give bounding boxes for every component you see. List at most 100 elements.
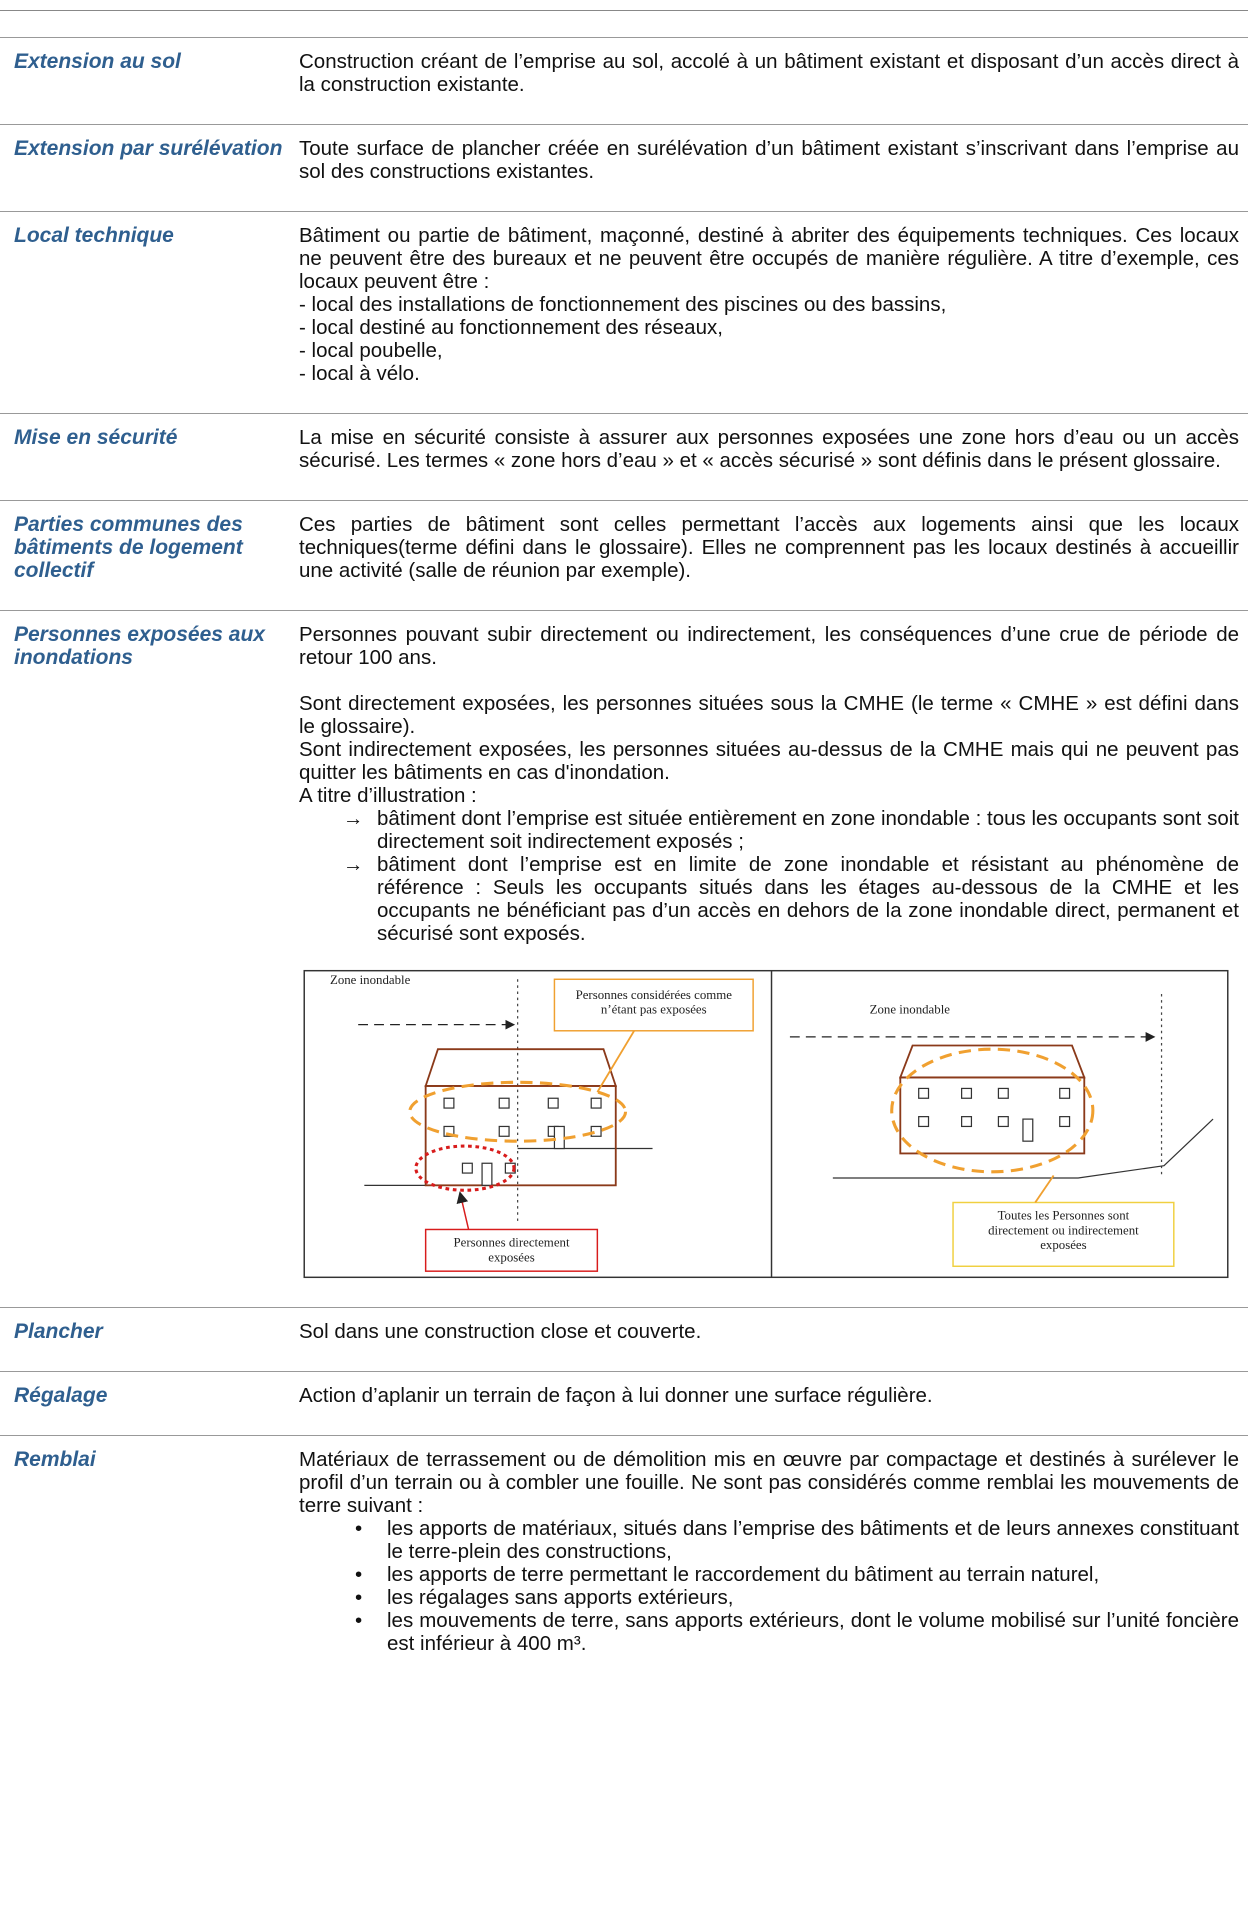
window (918, 1087, 930, 1099)
label-box (952, 1201, 1175, 1268)
window (1059, 1116, 1071, 1128)
paragraph-block: Construction créant de l’emprise au sol,… (299, 50, 1239, 96)
list-item: les régalages sans apports extérieurs, (299, 1586, 1239, 1609)
top-rule (0, 10, 1248, 37)
text-line: A titre d’illustration : (299, 784, 477, 807)
window (498, 1125, 510, 1137)
frame (303, 969, 1229, 1279)
paragraph-block: Toute surface de plancher créée en surél… (299, 137, 1239, 183)
figure-label: Personnes directement (453, 1236, 569, 1250)
glossary-row: Mise en sécurité La mise en sécurité cons… (0, 413, 1248, 500)
paragraph-block: Sol dans une construction close et couve… (299, 1320, 1239, 1343)
glossary-row: Remblai Matériaux de terrassement ou de d… (0, 1435, 1248, 1683)
pointer (596, 1030, 635, 1093)
pointer (1034, 1174, 1055, 1204)
all-exposed-zone (890, 1047, 1095, 1174)
figure-label: Toutes les Personnes sont (998, 1209, 1130, 1223)
definition: Ces parties de bâtiment sont celles perm… (299, 513, 1239, 582)
glossary-row: Extension au sol Construction créant de l… (0, 37, 1248, 124)
text-line: - local destiné au fonctionnement des ré… (299, 316, 723, 339)
right-panel: Zone inondable Toutes les Personnes sontd… (789, 993, 1214, 1268)
text-line: Sont directement exposées, les personnes… (299, 692, 1239, 738)
window (461, 1162, 473, 1174)
glossary-row: Régalage Action d’aplanir un terrain de f… (0, 1371, 1248, 1435)
list-item: les apports de terre permettant le racco… (299, 1563, 1239, 1586)
glossary-row: Parties communes des bâtiments de logeme… (0, 500, 1248, 610)
paragraph-block: Personnes pouvant subir directement ou i… (299, 623, 1239, 669)
list-item: les mouvements de terre, sans apports ex… (299, 1609, 1239, 1655)
text-line: - local des installations de fonctionnem… (299, 293, 947, 316)
term: Régalage (14, 1384, 108, 1407)
glossary-row: Plancher Sol dans une construction close … (0, 1307, 1248, 1371)
window (918, 1116, 930, 1128)
zone-label: Zone inondable (330, 973, 411, 987)
text-line: - local à vélo. (299, 362, 420, 385)
text-line: Action d’aplanir un terrain de façon à l… (299, 1384, 933, 1407)
window (443, 1097, 455, 1109)
text-line: Sol dans une construction close et couve… (299, 1320, 702, 1343)
paragraph-block: Matériaux de terrassement ou de démoliti… (299, 1448, 1239, 1517)
window (547, 1097, 559, 1109)
text-line: Toute surface de plancher créée en surél… (299, 137, 1239, 183)
list-item: bâtiment dont l’emprise est en limite de… (299, 853, 1239, 945)
figure-label: n’étant pas exposées (601, 1003, 707, 1017)
term: Personnes exposées aux inondations (14, 623, 265, 669)
text-line: - local poubelle, (299, 339, 443, 362)
paragraph-block: Sont directement exposées, les personnes… (299, 692, 1239, 807)
window (997, 1087, 1009, 1099)
term: Mise en sécurité (14, 426, 178, 449)
door (481, 1162, 493, 1186)
term: Extension par surélévation (14, 137, 283, 160)
illustration: Zone inondable Personnes considérées comm… (303, 969, 1229, 1279)
definition: Bâtiment ou partie de bâtiment, maçonné,… (299, 224, 1239, 385)
window (498, 1097, 510, 1109)
door (1022, 1118, 1034, 1142)
definition: Action d’aplanir un terrain de façon à l… (299, 1384, 1239, 1407)
text-line: Ces parties de bâtiment sont celles perm… (299, 513, 1239, 582)
term: Plancher (14, 1320, 103, 1343)
figure-label: directement ou indirectement (988, 1223, 1139, 1237)
roof (898, 1044, 1086, 1079)
definition: Sol dans une construction close et couve… (299, 1320, 1239, 1343)
text-line: Sont indirectement exposées, les personn… (299, 738, 1239, 784)
glossary-row: Local technique Bâtiment ou partie de bât… (0, 211, 1248, 413)
house-body (424, 1085, 617, 1187)
definition: Personnes pouvant subir directement ou i… (299, 623, 1239, 1279)
window (1059, 1087, 1071, 1099)
door (553, 1125, 565, 1150)
term: Local technique (14, 224, 174, 247)
text-line: Matériaux de terrassement ou de démoliti… (299, 1448, 1239, 1517)
glossary-row: Extension par surélévation Toute surface … (0, 124, 1248, 211)
house-body (899, 1076, 1086, 1155)
roof (424, 1048, 618, 1087)
paragraph-block: Ces parties de bâtiment sont celles perm… (299, 513, 1239, 582)
definition: La mise en sécurité consiste à assurer a… (299, 426, 1239, 472)
arrow-list: bâtiment dont l’emprise est située entiè… (299, 807, 1239, 945)
window (961, 1116, 973, 1128)
window (961, 1087, 973, 1099)
term: Extension au sol (14, 50, 181, 73)
figure-label: exposées (488, 1250, 534, 1264)
list-item: bâtiment dont l’emprise est située entiè… (299, 807, 1239, 853)
figure-label: exposées (1040, 1238, 1086, 1252)
definition: Construction créant de l’emprise au sol,… (299, 50, 1239, 96)
pointer (456, 1191, 470, 1230)
text-line: Personnes pouvant subir directement ou i… (299, 623, 1239, 669)
glossary-row: Personnes exposées aux inondations Person… (0, 610, 1248, 1307)
not-exposed-zone (408, 1080, 628, 1143)
text-line: Construction créant de l’emprise au sol,… (299, 50, 1239, 96)
definition: Toute surface de plancher créée en surél… (299, 137, 1239, 183)
paragraph-block: Action d’aplanir un terrain de façon à l… (299, 1384, 1239, 1407)
figure-label: Personnes considérées comme (576, 988, 733, 1002)
label-box (553, 978, 754, 1032)
window (443, 1125, 455, 1137)
list-item: les apports de matériaux, situés dans l’… (299, 1517, 1239, 1563)
window (997, 1116, 1009, 1128)
zone-label: Zone inondable (870, 1003, 951, 1017)
text-line: La mise en sécurité consiste à assurer a… (299, 426, 1239, 472)
left-panel: Zone inondable Personnes considérées comm… (330, 973, 754, 1272)
label-box (424, 1228, 599, 1272)
bullet-list: les apports de matériaux, situés dans l’… (299, 1517, 1239, 1655)
definition: Matériaux de terrassement ou de démoliti… (299, 1448, 1239, 1655)
